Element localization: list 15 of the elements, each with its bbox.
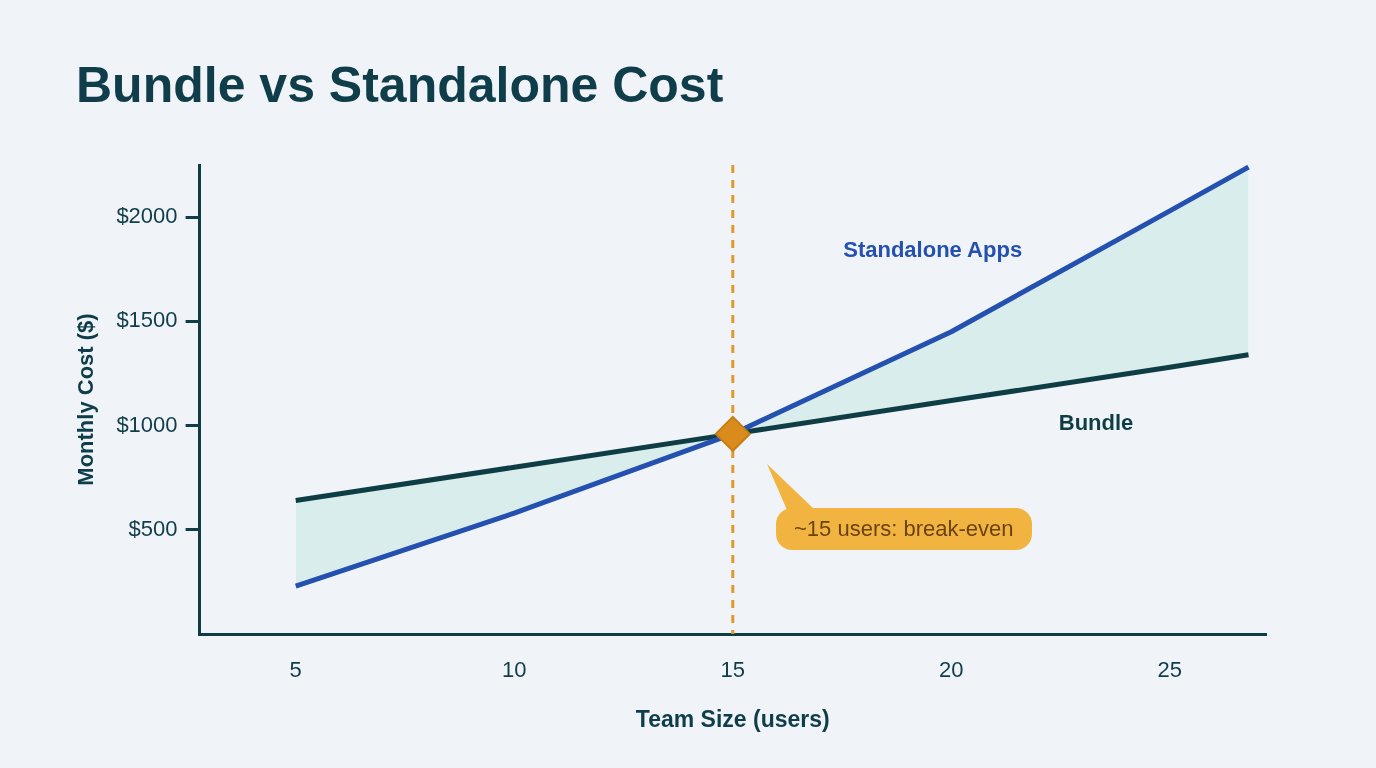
series-label: Bundle <box>1058 409 1134 435</box>
x-tick-label: 25 <box>1157 657 1183 683</box>
x-tick-label: 20 <box>939 657 964 683</box>
y-axis-title: Monthly Cost ($) <box>73 313 99 486</box>
x-tick-label: 5 <box>289 657 302 683</box>
y-tick-label: $2000 <box>116 203 178 229</box>
y-tick-label: $1500 <box>116 307 178 333</box>
annotation: ~15 users: break-even <box>776 508 1032 550</box>
x-axis-title: Team Size (users) <box>635 705 830 732</box>
y-tick-label: $500 <box>128 515 178 541</box>
x-tick-label: 10 <box>502 657 527 683</box>
series-label: Standalone Apps <box>843 236 1023 262</box>
x-tick-label: 15 <box>720 657 746 683</box>
chart-title: Bundle vs Standalone Cost <box>76 56 724 114</box>
y-tick-label: $1000 <box>116 411 178 437</box>
